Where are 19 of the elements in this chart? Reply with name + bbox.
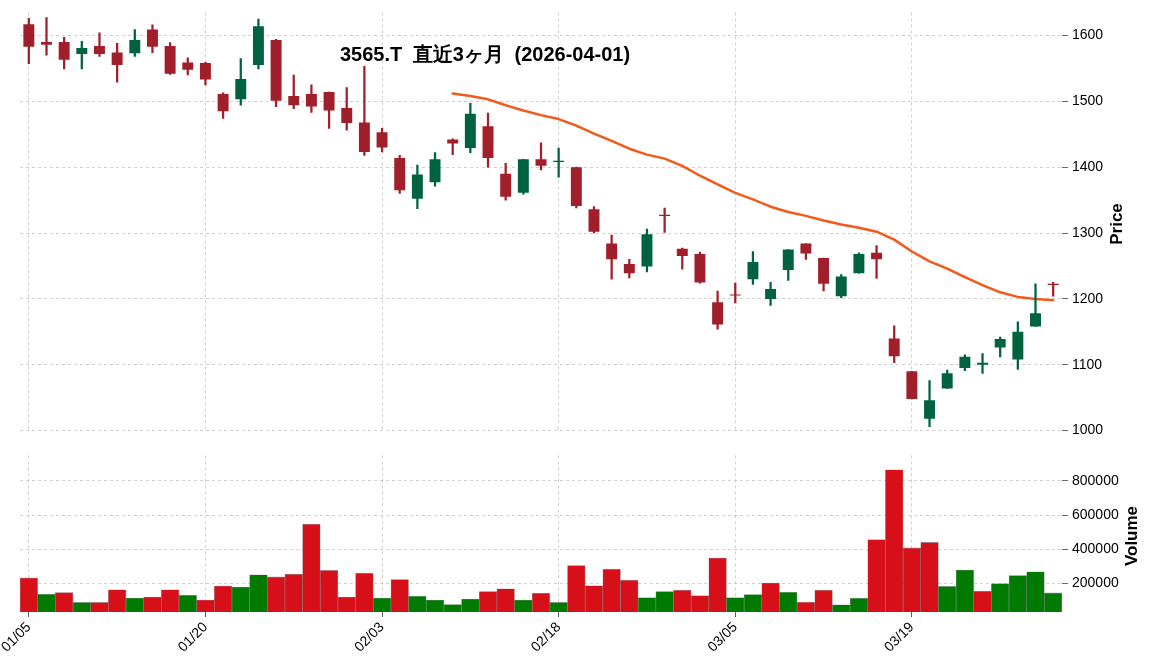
y-tick-label: 600000 — [1072, 505, 1119, 522]
y-axis-title: Volume — [1122, 505, 1142, 566]
y-tick-label: 400000 — [1072, 540, 1119, 557]
candlestick — [871, 245, 883, 279]
candlestick — [94, 32, 105, 57]
y-tick-label: 1100 — [1072, 355, 1103, 372]
y-axis-title: Price — [1107, 202, 1127, 245]
candlestick — [1030, 283, 1041, 327]
y-tick-label: 200000 — [1072, 574, 1119, 591]
y-tick-label: 1200 — [1072, 289, 1104, 306]
y-tick-label: 1300 — [1072, 223, 1104, 240]
y-tick-label: 1000 — [1072, 421, 1104, 438]
y-tick-label: 800000 — [1072, 471, 1119, 488]
candlestick — [977, 353, 988, 374]
text: 3565.T 直近3ヶ月 (2026-04-01) — [340, 42, 631, 67]
y-tick-label: 1400 — [1072, 158, 1104, 175]
y-tick-label: 1600 — [1072, 26, 1104, 43]
candlestick — [41, 17, 52, 56]
y-tick-label: 1500 — [1072, 92, 1104, 109]
